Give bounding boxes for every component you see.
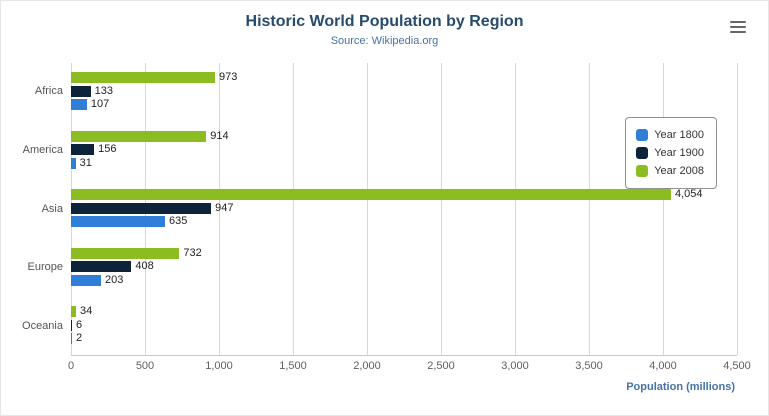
legend-item-year-1900[interactable]: Year 1900	[636, 144, 704, 162]
legend-label: Year 2008	[654, 165, 704, 177]
x-tick-label: 4,500	[723, 360, 751, 372]
category-label-europe: Europe	[27, 261, 63, 274]
legend: Year 1800 Year 1900 Year 2008	[625, 117, 717, 189]
bar-europe-year-2008[interactable]	[71, 247, 180, 259]
bar-value-label: 973	[219, 71, 238, 83]
x-tick-label: 3,500	[575, 360, 603, 372]
bar-america-year-1800[interactable]	[71, 157, 76, 169]
legend-swatch-year-2008	[636, 165, 649, 177]
bar-value-label: 6	[76, 318, 83, 331]
gridline	[663, 63, 664, 355]
bar-asia-year-1800[interactable]	[71, 216, 165, 228]
category-label-america: America	[22, 143, 63, 156]
bar-value-label: 34	[80, 305, 93, 318]
bar-value-label: 2	[76, 332, 83, 345]
bar-europe-year-1800[interactable]	[71, 274, 102, 286]
plot-area: 973 133 107 914 156 31 4,054 947 635 732 408 203 34 6…	[71, 63, 738, 356]
bar-value-label: 408	[135, 260, 154, 273]
bar-asia-year-1900[interactable]	[71, 202, 212, 214]
category-label-africa: Africa	[34, 85, 63, 98]
bar-value-label: 4,054	[674, 188, 703, 201]
chart-title: Historic World Population by Region	[245, 13, 524, 30]
gridline	[589, 63, 590, 355]
bar-asia-year-2008[interactable]	[71, 189, 671, 201]
bar-africa-year-1800[interactable]	[71, 99, 87, 110]
legend-label: Year 1900	[654, 147, 704, 159]
bar-value-label: 31	[79, 156, 92, 169]
hamburger-line	[730, 31, 746, 33]
bar-america-year-1900[interactable]	[71, 144, 95, 156]
legend-swatch-year-1800	[636, 129, 649, 141]
x-tick-label: 500	[135, 360, 155, 372]
gridline	[441, 63, 442, 355]
category-label-asia: Asia	[41, 202, 63, 215]
bar-africa-year-2008[interactable]	[71, 72, 215, 83]
bar-oceania-year-1900[interactable]	[71, 319, 72, 331]
bar-value-label: 914	[210, 129, 229, 142]
hamburger-menu-icon[interactable]	[730, 21, 746, 33]
category-label-oceania: Oceania	[22, 319, 63, 332]
bar-oceania-year-1800[interactable]	[71, 333, 72, 345]
legend-item-year-1800[interactable]: Year 1800	[636, 126, 704, 144]
legend-label: Year 1800	[654, 129, 704, 141]
gridline	[367, 63, 368, 355]
bar-africa-year-1900[interactable]	[71, 85, 91, 97]
x-axis-title: Population (millions)	[626, 381, 735, 393]
gridline	[293, 63, 294, 355]
bar-value-label: 635	[168, 215, 188, 228]
bar-value-label: 107	[90, 98, 110, 110]
chart-subtitle: Source: Wikipedia.org	[330, 35, 439, 47]
hamburger-line	[730, 26, 746, 28]
x-tick-label: 2,500	[427, 360, 455, 372]
x-tick-label: 2,000	[353, 360, 381, 372]
bar-value-label: 156	[98, 143, 117, 156]
bar-value-label: 947	[215, 201, 234, 214]
bar-america-year-2008[interactable]	[71, 130, 207, 142]
x-tick-label: 1,500	[279, 360, 307, 372]
gridline	[515, 63, 516, 355]
legend-item-year-2008[interactable]: Year 2008	[636, 162, 704, 180]
x-tick-label: 4,000	[649, 360, 677, 372]
x-tick-label: 3,000	[501, 360, 529, 372]
bar-europe-year-1900[interactable]	[71, 261, 132, 273]
bar-oceania-year-2008[interactable]	[71, 306, 77, 318]
gridline	[219, 63, 220, 355]
legend-swatch-year-1900	[636, 147, 649, 159]
hamburger-line	[730, 21, 746, 23]
x-tick-label: 1,000	[205, 360, 233, 372]
gridline	[737, 63, 738, 355]
x-tick-label: 0	[67, 360, 75, 372]
bar-value-label: 203	[105, 273, 124, 286]
bar-value-label: 133	[94, 84, 114, 97]
bar-value-label: 732	[183, 246, 202, 259]
